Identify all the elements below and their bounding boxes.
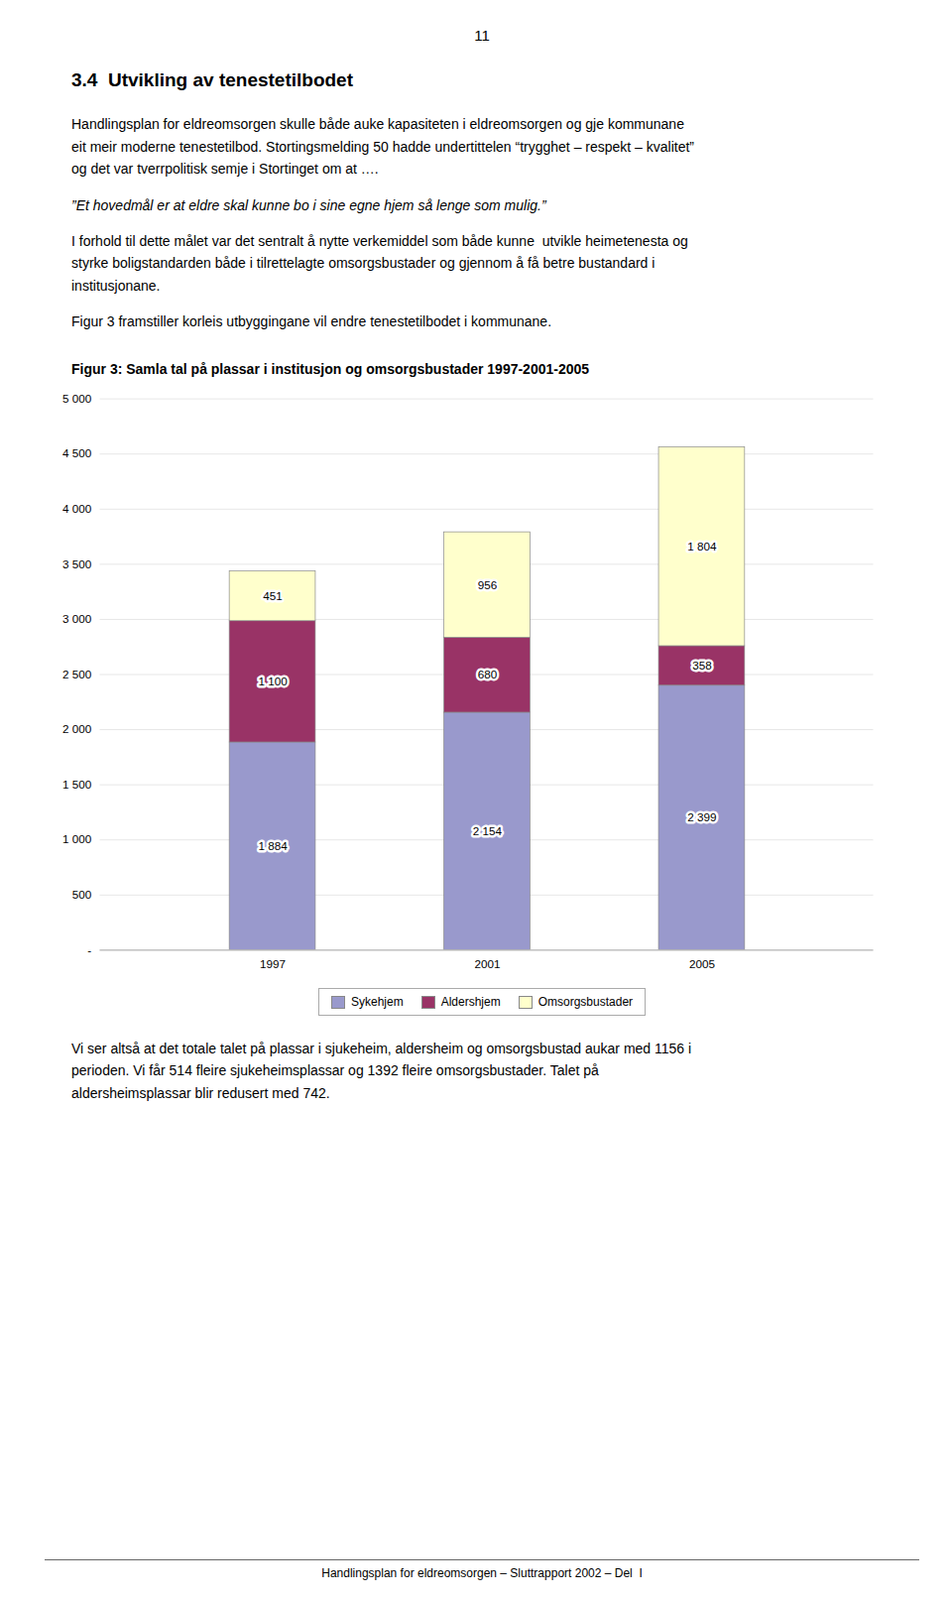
html-text:Vi ser altså at det totale tal: Vi ser altså at det totale talet på plas… bbox=[71, 1040, 692, 1101]
html-text:”Et hovedmål er at eldre skal: ”Et hovedmål er at eldre skal kunne bo i… bbox=[71, 196, 547, 213]
svg-text:1 804: 1 804 bbox=[687, 538, 717, 552]
svg-text:3 000: 3 000 bbox=[62, 611, 93, 625]
svg-text:1 100: 1 100 bbox=[257, 674, 288, 688]
html-text:Figur 3: Samla tal på plassar: Figur 3: Samla tal på plassar i institus… bbox=[71, 360, 590, 377]
svg-text:451: 451 bbox=[262, 588, 283, 601]
svg-text:-: - bbox=[87, 942, 92, 955]
svg-text:1 884: 1 884 bbox=[257, 837, 288, 851]
html-text:Omsorgsbustader: Omsorgsbustader bbox=[538, 994, 633, 1009]
svg-text:2 154: 2 154 bbox=[473, 823, 503, 836]
svg-text:1 000: 1 000 bbox=[62, 832, 93, 845]
html-text:Figur 3 framstiller korleis ut: Figur 3 framstiller korleis utbyggingane… bbox=[71, 313, 552, 330]
svg-text:1997: 1997 bbox=[259, 955, 286, 969]
html-text:Handlingsplan for eldreomsorge: Handlingsplan for eldreomsorgen – Sluttr… bbox=[321, 1565, 643, 1580]
html-text:Aldershjem: Aldershjem bbox=[440, 994, 501, 1009]
svg-text:1 500: 1 500 bbox=[62, 776, 93, 790]
svg-text:5 000: 5 000 bbox=[62, 390, 93, 404]
svg-text:2 000: 2 000 bbox=[62, 721, 93, 735]
svg-text:4 000: 4 000 bbox=[62, 501, 93, 515]
svg-text:358: 358 bbox=[692, 658, 713, 672]
svg-text:680: 680 bbox=[477, 667, 498, 681]
html-text:I forhold til dette målet var: I forhold til dette målet var det sentra… bbox=[71, 233, 689, 294]
svg-text:2 399: 2 399 bbox=[687, 810, 716, 824]
html-text:Sykehjem: Sykehjem bbox=[351, 994, 404, 1009]
svg-text:4 500: 4 500 bbox=[62, 446, 93, 460]
svg-text:500: 500 bbox=[72, 887, 93, 901]
svg-text:2005: 2005 bbox=[689, 955, 716, 969]
html-text:11: 11 bbox=[474, 26, 490, 44]
svg-text:3 500: 3 500 bbox=[62, 556, 93, 570]
svg-text:956: 956 bbox=[477, 577, 498, 591]
svg-text:2 500: 2 500 bbox=[62, 666, 93, 680]
svg-text:2001: 2001 bbox=[474, 955, 500, 969]
html-text:Handlingsplan for eldreomsorge: Handlingsplan for eldreomsorgen skulle b… bbox=[71, 116, 695, 177]
html-text:3.4 Utvikling av tenestetilbod: 3.4 Utvikling av tenestetilbodet bbox=[71, 69, 354, 91]
